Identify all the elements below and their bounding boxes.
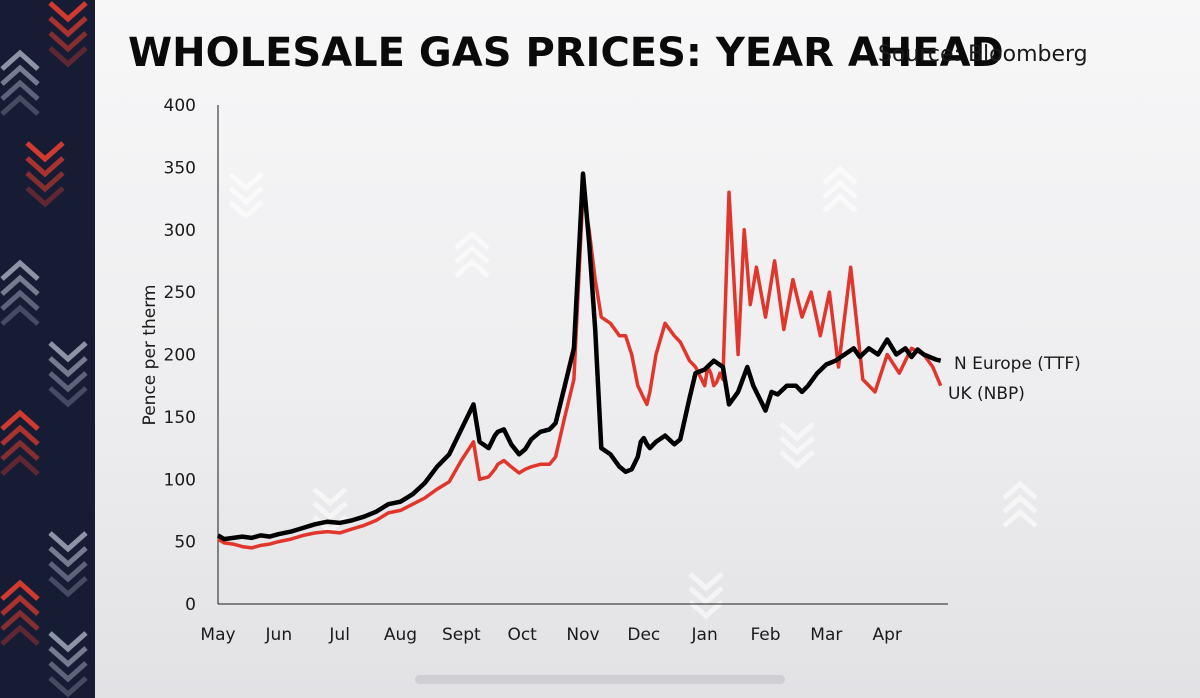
x-tick-label: Apr [872, 625, 901, 645]
side-chevron [0, 624, 40, 646]
x-axis-ticks: May Jun Jul Aug Sept Oct Nov Dec Jan Feb Mar Apr [200, 625, 901, 645]
x-tick-label: Nov [566, 625, 599, 645]
side-chevron [48, 31, 88, 53]
side-chevron [48, 531, 88, 553]
y-tick-label: 250 [164, 283, 196, 303]
x-tick-label: May [200, 625, 235, 645]
side-chevron [48, 646, 88, 668]
side-chevron [25, 141, 65, 163]
y-tick-label: 100 [164, 470, 196, 490]
background-chevron [228, 200, 264, 220]
side-decoration-band [0, 0, 95, 698]
side-chevron [0, 579, 40, 601]
side-chevron [0, 439, 40, 461]
side-chevron [25, 186, 65, 208]
background-chevron [779, 450, 815, 470]
y-axis-ticks: 0 50 100 150 200 250 300 350 400 [164, 96, 196, 615]
side-chevron [48, 631, 88, 653]
source-label: Source: Bloomberg [878, 42, 1088, 67]
x-tick-label: Feb [750, 625, 780, 645]
background-chevron [688, 572, 724, 592]
y-axis-label: Pence per therm [140, 285, 160, 426]
side-chevron [0, 79, 40, 101]
x-tick-label: Sept [442, 625, 481, 645]
scroll-indicator[interactable] [415, 675, 785, 684]
y-tick-label: 300 [164, 221, 196, 241]
side-chevron [25, 171, 65, 193]
side-chevron [48, 676, 88, 698]
background-chevron-watermarks [228, 165, 1038, 620]
x-tick-label: Aug [384, 625, 417, 645]
side-chevron [0, 259, 40, 281]
x-tick-label: Jul [328, 625, 350, 645]
y-tick-label: 200 [164, 346, 196, 366]
y-tick-label: 50 [174, 533, 196, 553]
background-chevron [779, 422, 815, 442]
x-tick-label: Jun [265, 625, 293, 645]
x-tick-label: Oct [507, 625, 537, 645]
side-chevron [0, 304, 40, 326]
background-chevron [1002, 480, 1038, 500]
side-chevron [48, 371, 88, 393]
x-tick-label: Mar [810, 625, 842, 645]
side-chevron [0, 409, 40, 431]
side-chevron [48, 546, 88, 568]
background-chevron [1002, 494, 1038, 514]
chart-title: WHOLESALE GAS PRICES: YEAR AHEAD [128, 30, 1004, 76]
side-chevron [0, 274, 40, 296]
background-chevron [688, 600, 724, 620]
series-line-uk-nbp [217, 190, 943, 550]
background-chevron [822, 193, 858, 213]
background-chevron [312, 487, 348, 507]
side-chevron [0, 49, 40, 71]
side-chevron [48, 661, 88, 683]
y-tick-label: 150 [164, 408, 196, 428]
series-line-n-europe-ttf [216, 171, 942, 542]
side-chevron [48, 386, 88, 408]
side-chevron [0, 289, 40, 311]
side-chevron [48, 16, 88, 38]
side-chevron [0, 454, 40, 476]
side-chevron [0, 594, 40, 616]
series-lines [216, 171, 943, 550]
background-chevron [779, 436, 815, 456]
background-chevron [454, 230, 490, 250]
background-chevron [454, 258, 490, 278]
background-chevron [688, 586, 724, 606]
side-chevron [25, 156, 65, 178]
legend-n-europe-ttf: N Europe (TTF) [954, 354, 1081, 374]
side-chevron [48, 341, 88, 363]
background-chevron [228, 186, 264, 206]
background-chevron [822, 179, 858, 199]
legend-uk-nbp: UK (NBP) [948, 384, 1025, 404]
background-chevron [312, 501, 348, 521]
side-chevron [48, 356, 88, 378]
x-tick-label: Jan [691, 625, 718, 645]
background-chevron [454, 244, 490, 264]
background-chevron [1002, 508, 1038, 528]
chevron-pattern [0, 1, 88, 698]
side-chevron [48, 576, 88, 598]
side-chevron [0, 424, 40, 446]
background-chevron [822, 165, 858, 185]
side-chevron [0, 609, 40, 631]
background-chevron [228, 172, 264, 192]
y-tick-label: 400 [164, 96, 196, 116]
side-chevron [48, 561, 88, 583]
side-chevron [48, 46, 88, 68]
x-tick-label: Dec [627, 625, 660, 645]
y-tick-label: 0 [185, 595, 196, 615]
side-chevron [48, 1, 88, 23]
side-chevron [0, 94, 40, 116]
y-tick-label: 350 [164, 158, 196, 178]
side-chevron [0, 64, 40, 86]
